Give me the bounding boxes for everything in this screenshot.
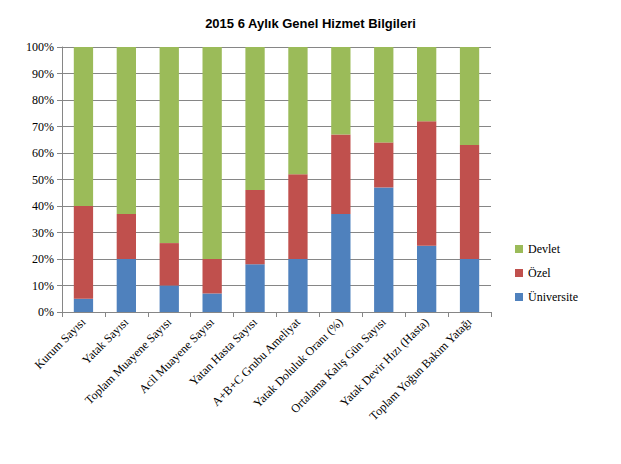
svg-text:30%: 30%: [32, 226, 54, 240]
svg-text:Acil Muayene Sayısı: Acil Muayene Sayısı: [136, 315, 217, 396]
svg-text:A+B+C Grubu Ameliyat: A+B+C Grubu Ameliyat: [209, 315, 303, 409]
svg-text:80%: 80%: [32, 93, 54, 107]
svg-text:Kurum Sayısı: Kurum Sayısı: [32, 315, 89, 372]
svg-text:Üniversite: Üniversite: [528, 290, 578, 304]
svg-text:Yatan Hasta Sayısı: Yatan Hasta Sayısı: [186, 315, 260, 389]
svg-text:Toplam Muayene Sayısı: Toplam Muayene Sayısı: [82, 315, 175, 408]
svg-text:40%: 40%: [32, 199, 54, 213]
svg-text:100%: 100%: [26, 40, 54, 54]
svg-text:Ortalama Kalış Gün Sayısı: Ortalama Kalış Gün Sayısı: [287, 315, 389, 416]
svg-text:0%: 0%: [38, 305, 54, 319]
svg-text:Yatak Sayısı: Yatak Sayısı: [79, 315, 132, 368]
svg-text:Devlet: Devlet: [528, 242, 561, 256]
svg-text:50%: 50%: [32, 173, 54, 187]
svg-text:90%: 90%: [32, 67, 54, 81]
svg-text:Toplam Yoğun Bakım Yatağı: Toplam Yoğun Bakım Yatağı: [367, 315, 475, 423]
svg-text:Özel: Özel: [528, 266, 551, 280]
svg-text:Yatak Devir Hızı (Hasta): Yatak Devir Hızı (Hasta): [337, 315, 432, 410]
svg-text:2015 6 Aylık Genel Hizmet Bilg: 2015 6 Aylık Genel Hizmet Bilgileri: [205, 16, 416, 31]
svg-text:Yatak Doluluk Oranı (%): Yatak Doluluk Oranı (%): [250, 315, 346, 411]
svg-text:70%: 70%: [32, 120, 54, 134]
svg-text:10%: 10%: [32, 279, 54, 293]
svg-text:60%: 60%: [32, 146, 54, 160]
svg-text:20%: 20%: [32, 252, 54, 266]
